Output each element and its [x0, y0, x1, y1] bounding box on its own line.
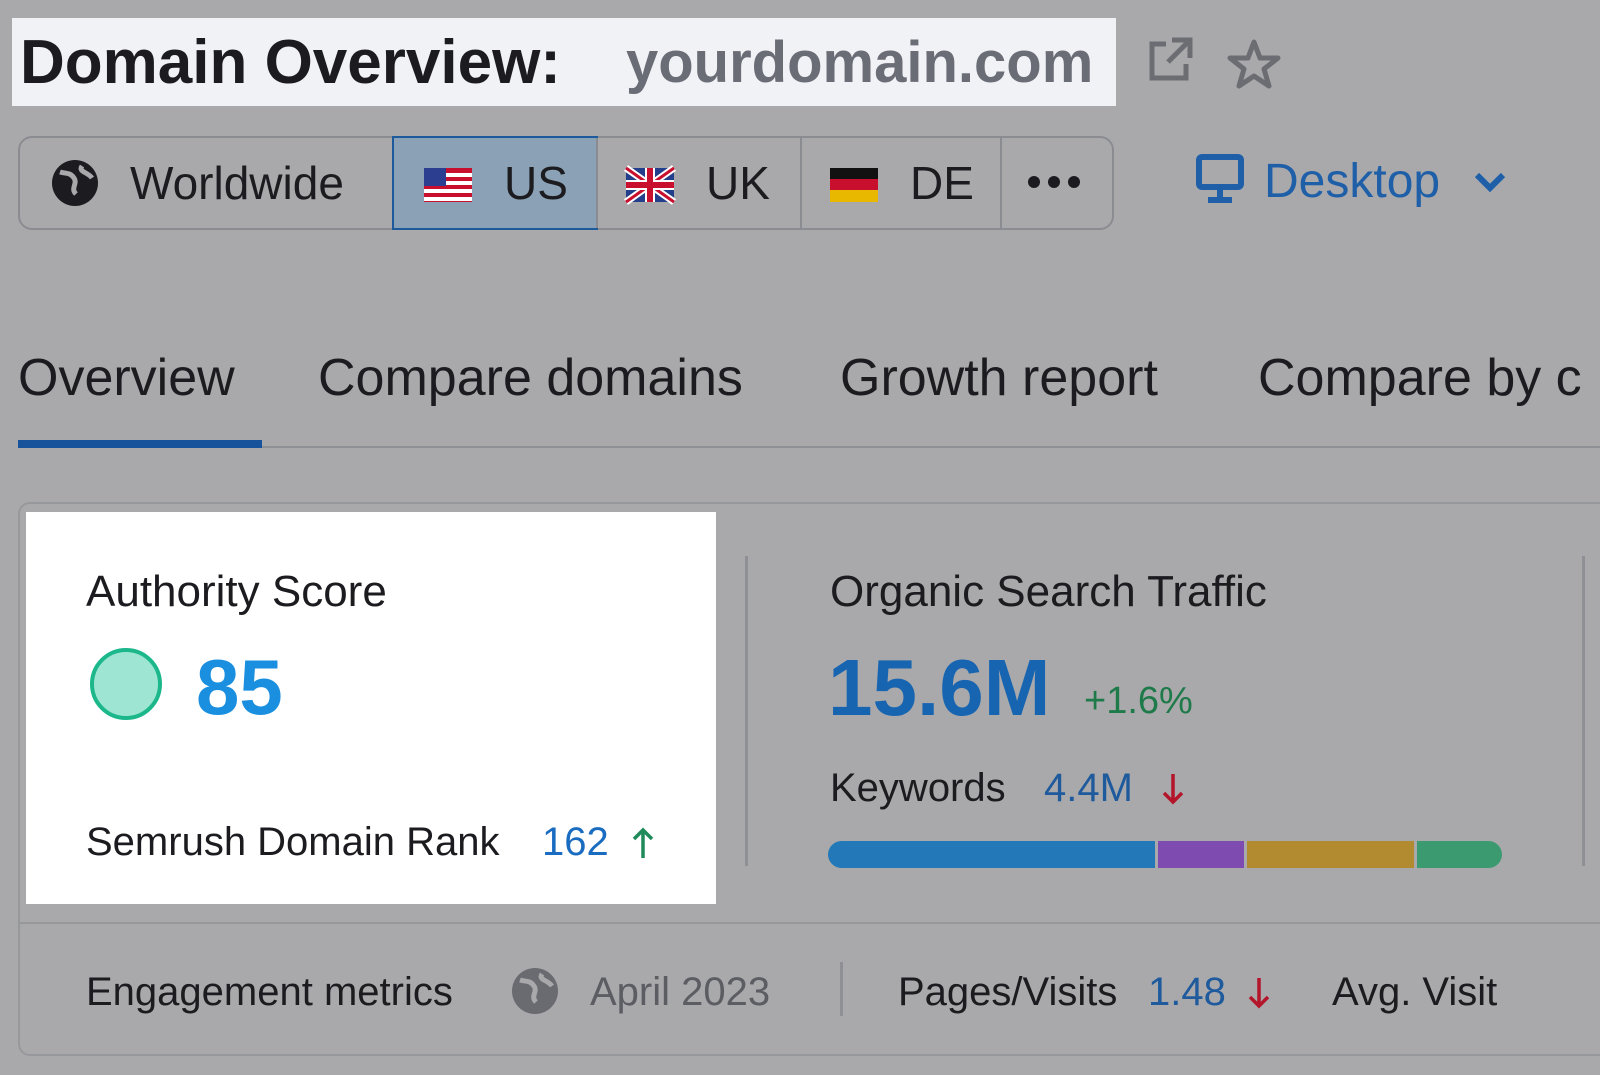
keywords-value[interactable]: 4.4M: [1044, 766, 1133, 810]
tab[interactable]: Compare domains: [318, 349, 743, 407]
down-arrow: [1248, 978, 1270, 1009]
section-divider: [20, 922, 1600, 924]
rank-label: Semrush Domain Rank: [86, 820, 500, 864]
tab[interactable]: Overview: [18, 349, 235, 407]
traffic-change: +1.6%: [1084, 680, 1193, 722]
chevron[interactable]: [1474, 172, 1506, 193]
summary-panel: [18, 502, 1600, 1056]
region[interactable]: Worldwide: [130, 157, 344, 209]
title-box: [12, 18, 1116, 106]
keywords-label: Keywords: [830, 766, 1006, 810]
bar-segment: [1417, 841, 1502, 868]
region[interactable]: DE: [910, 157, 974, 209]
rank-value[interactable]: 162: [542, 820, 609, 864]
engagement-date: April 2023: [590, 970, 771, 1014]
traffic-bar: [828, 841, 1502, 868]
flag-us: [424, 168, 472, 202]
region[interactable]: UK: [706, 157, 770, 209]
score-circle: [90, 648, 162, 720]
bar-segment: [1247, 841, 1414, 868]
region[interactable]: US: [504, 157, 568, 209]
bar-segment: [1158, 841, 1244, 868]
globe-icon: [512, 968, 558, 1014]
flag-de: [830, 168, 878, 202]
traffic-value[interactable]: 15.6M: [828, 643, 1051, 732]
engagement-label: Engagement metrics: [86, 970, 453, 1014]
divider: [800, 138, 802, 228]
desktop-icon: [1196, 154, 1244, 203]
up-arrow: [632, 827, 654, 858]
divider: [1582, 556, 1585, 866]
device-select[interactable]: Desktop: [1264, 155, 1441, 208]
tab[interactable]: Growth report: [840, 349, 1158, 407]
traffic-label: Organic Search Traffic: [830, 567, 1267, 616]
tab[interactable]: Compare by c: [1258, 349, 1582, 407]
star-icon[interactable]: [1227, 38, 1281, 90]
divider: [596, 138, 598, 228]
domain: yourdomain.com: [626, 30, 1094, 95]
external-link-icon[interactable]: [1146, 36, 1194, 84]
avg-visit-label: Avg. Visit: [1332, 970, 1498, 1014]
divider: [745, 556, 748, 866]
bar-segment: [828, 841, 1155, 868]
globe-icon: [52, 160, 98, 206]
authority-label: Authority Score: [86, 567, 387, 616]
more-button[interactable]: [1026, 174, 1086, 190]
pages-value: 1.48: [1148, 970, 1226, 1014]
active-tab-underline: [18, 440, 262, 448]
pages-label: Pages/Visits: [898, 970, 1118, 1014]
divider: [1000, 138, 1002, 228]
page-title: Domain Overview:: [20, 28, 561, 97]
divider: [840, 962, 843, 1016]
down-arrow: [1162, 774, 1184, 805]
tab-line: [18, 446, 1600, 448]
flag-uk: [623, 165, 677, 205]
authority-score: 85: [196, 643, 283, 731]
